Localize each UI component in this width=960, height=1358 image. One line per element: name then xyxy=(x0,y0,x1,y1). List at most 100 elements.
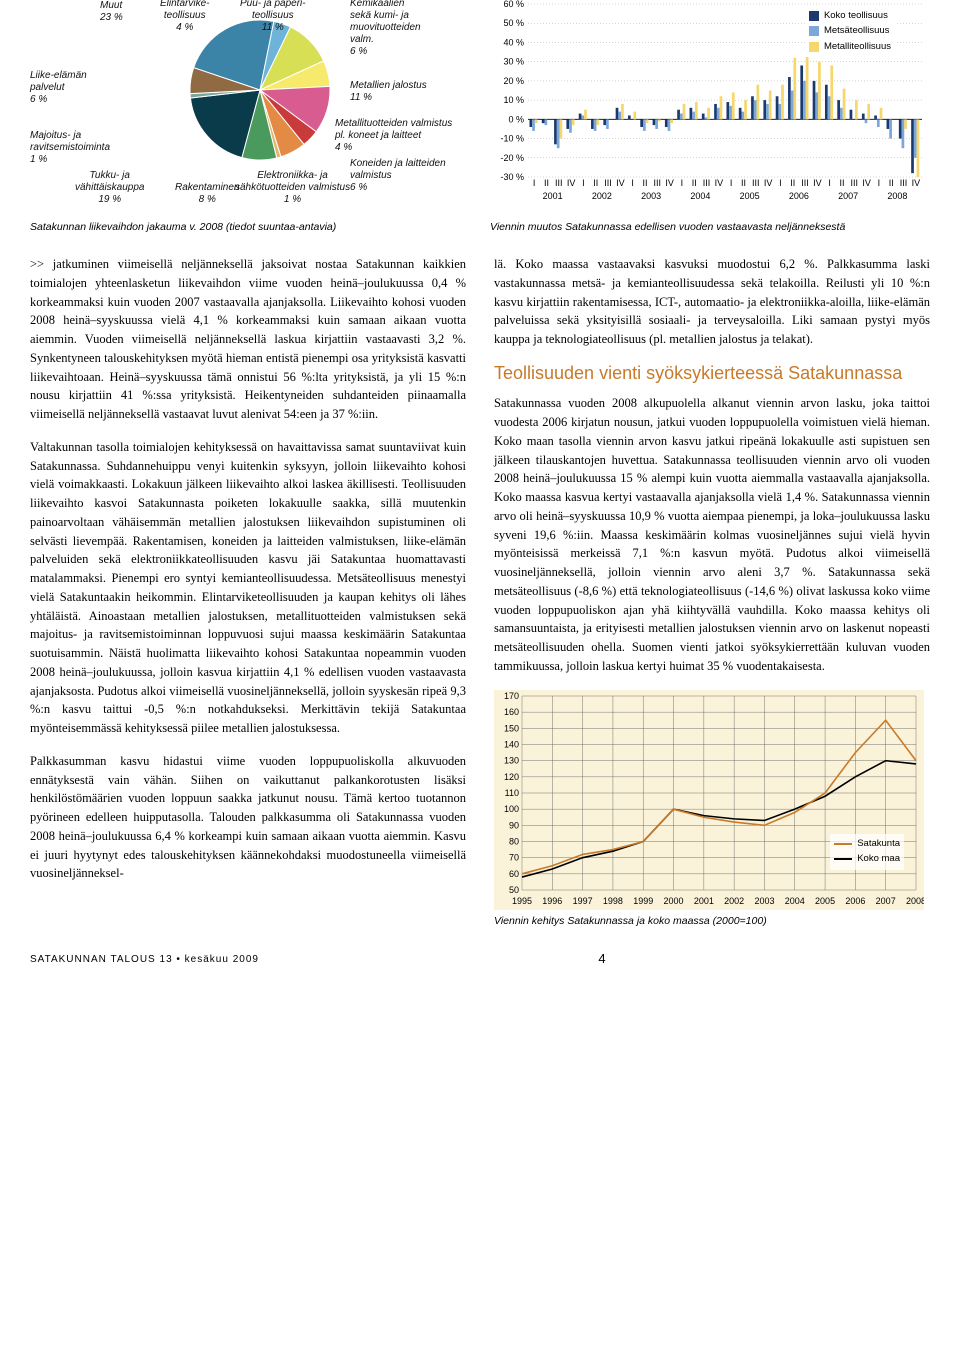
svg-text:I: I xyxy=(878,178,881,188)
pie-label-mettuo: Metallituotteiden valmistuspl. koneet ja… xyxy=(335,118,452,154)
svg-text:2005: 2005 xyxy=(815,896,835,906)
svg-text:0 %: 0 % xyxy=(508,114,524,124)
page-footer: SATAKUNNAN TALOUS 13 • kesäkuu 2009 4 xyxy=(0,929,960,984)
svg-text:2003: 2003 xyxy=(754,896,774,906)
svg-text:2001: 2001 xyxy=(543,191,563,201)
svg-text:II: II xyxy=(692,178,697,188)
svg-text:1995: 1995 xyxy=(512,896,532,906)
svg-text:2003: 2003 xyxy=(641,191,661,201)
svg-text:2006: 2006 xyxy=(845,896,865,906)
legend-swatch-metalli xyxy=(809,42,819,52)
svg-text:1996: 1996 xyxy=(542,896,562,906)
svg-text:II: II xyxy=(544,178,549,188)
pie-label-kemi: Kemikaaliensekä kumi- jamuovituotteidenv… xyxy=(350,0,421,58)
svg-text:II: II xyxy=(790,178,795,188)
pie-label-metjal: Metallien jalostus11 % xyxy=(350,80,427,104)
bar-chart-area: -30 %-20 %-10 %0 %10 %20 %30 %40 %50 %60… xyxy=(490,0,930,230)
svg-text:1998: 1998 xyxy=(603,896,623,906)
svg-text:100: 100 xyxy=(504,804,519,814)
pie-label-koneet: Koneiden ja laitteidenvalmistus6 % xyxy=(350,158,446,194)
svg-text:IV: IV xyxy=(616,178,625,188)
svg-text:150: 150 xyxy=(504,723,519,733)
pie-svg xyxy=(180,10,340,176)
svg-text:120: 120 xyxy=(504,771,519,781)
svg-text:II: II xyxy=(593,178,598,188)
svg-text:2005: 2005 xyxy=(740,191,760,201)
svg-text:50 %: 50 % xyxy=(503,18,524,28)
pie-chart-area: Muut23 % Elintarvike-teollisuus4 % Puu- … xyxy=(30,0,470,230)
svg-text:2000: 2000 xyxy=(664,896,684,906)
line-legend: Satakunta Koko maa xyxy=(830,834,904,870)
svg-text:2004: 2004 xyxy=(690,191,710,201)
legend-swatch-koko xyxy=(809,11,819,21)
svg-text:IV: IV xyxy=(862,178,871,188)
svg-text:I: I xyxy=(582,178,585,188)
svg-text:I: I xyxy=(730,178,733,188)
svg-text:2002: 2002 xyxy=(592,191,612,201)
svg-text:II: II xyxy=(741,178,746,188)
svg-text:40 %: 40 % xyxy=(503,37,524,47)
pie-label-elektr: Elektroniikka- jasähkötuotteiden valmist… xyxy=(235,170,350,206)
svg-text:170: 170 xyxy=(504,691,519,701)
svg-text:-10 %: -10 % xyxy=(500,134,524,144)
svg-text:IV: IV xyxy=(912,178,921,188)
svg-text:II: II xyxy=(642,178,647,188)
svg-text:2008: 2008 xyxy=(906,896,924,906)
para-1: >> jatkuminen viimeisellä neljänneksellä… xyxy=(30,255,466,424)
legend-label-satakunta: Satakunta xyxy=(857,837,900,851)
svg-text:2004: 2004 xyxy=(785,896,805,906)
svg-text:2002: 2002 xyxy=(724,896,744,906)
svg-text:IV: IV xyxy=(567,178,576,188)
pie-label-majo: Majoitus- jaravitsemistoiminta1 % xyxy=(30,130,110,166)
svg-text:160: 160 xyxy=(504,707,519,717)
svg-text:80: 80 xyxy=(509,836,519,846)
svg-text:III: III xyxy=(801,178,809,188)
svg-text:30 %: 30 % xyxy=(503,57,524,67)
svg-text:III: III xyxy=(604,178,612,188)
pie-label-rak: Rakentaminen8 % xyxy=(175,182,239,206)
svg-text:110: 110 xyxy=(505,788,519,798)
svg-text:70: 70 xyxy=(509,852,519,862)
svg-text:60: 60 xyxy=(509,868,519,878)
footer-text: SATAKUNNAN TALOUS 13 • kesäkuu 2009 xyxy=(30,952,259,967)
line-chart-block: 5060708090100110120130140150160170199519… xyxy=(494,690,930,930)
legend-label-kokomaa: Koko maa xyxy=(857,852,900,866)
svg-text:2006: 2006 xyxy=(789,191,809,201)
svg-text:-30 %: -30 % xyxy=(500,172,524,182)
pie-label-tukku: Tukku- javähittäiskauppa19 % xyxy=(75,170,145,206)
svg-text:II: II xyxy=(839,178,844,188)
line-svg: 5060708090100110120130140150160170199519… xyxy=(494,690,924,910)
svg-text:III: III xyxy=(900,178,908,188)
svg-text:IV: IV xyxy=(764,178,773,188)
svg-text:III: III xyxy=(851,178,859,188)
svg-text:2007: 2007 xyxy=(838,191,858,201)
body-columns: >> jatkuminen viimeisellä neljänneksellä… xyxy=(0,255,960,929)
svg-text:2007: 2007 xyxy=(876,896,896,906)
svg-text:I: I xyxy=(681,178,684,188)
svg-text:I: I xyxy=(828,178,831,188)
para-4: lä. Koko maassa vastaavaksi kasvuksi muo… xyxy=(494,255,930,349)
svg-text:IV: IV xyxy=(813,178,822,188)
svg-text:I: I xyxy=(779,178,782,188)
svg-text:III: III xyxy=(555,178,563,188)
legend-swatch-metsa xyxy=(809,26,819,36)
svg-text:140: 140 xyxy=(504,739,519,749)
pie-label-muut: Muut23 % xyxy=(100,0,123,24)
legend-label-metsa: Metsäteollisuus xyxy=(824,24,889,38)
para-5: Satakunnassa vuoden 2008 alkupuolella al… xyxy=(494,394,930,675)
para-2: Valtakunnan tasolla toimialojen kehityks… xyxy=(30,438,466,738)
svg-text:60 %: 60 % xyxy=(503,0,524,9)
svg-text:III: III xyxy=(654,178,662,188)
svg-text:IV: IV xyxy=(715,178,724,188)
svg-text:III: III xyxy=(752,178,760,188)
svg-text:2001: 2001 xyxy=(694,896,714,906)
page-number: 4 xyxy=(598,949,606,969)
bar-legend: Koko teollisuus Metsäteollisuus Metallit… xyxy=(805,6,895,57)
pie-caption: Satakunnan liikevaihdon jakauma v. 2008 … xyxy=(30,220,336,236)
line-chart-caption: Viennin kehitys Satakunnassa ja koko maa… xyxy=(494,914,930,930)
svg-text:90: 90 xyxy=(509,820,519,830)
svg-text:IV: IV xyxy=(665,178,674,188)
svg-text:I: I xyxy=(533,178,536,188)
section-heading: Teollisuuden vienti syöksykierteessä Sat… xyxy=(494,363,930,385)
legend-label-koko: Koko teollisuus xyxy=(824,9,888,23)
